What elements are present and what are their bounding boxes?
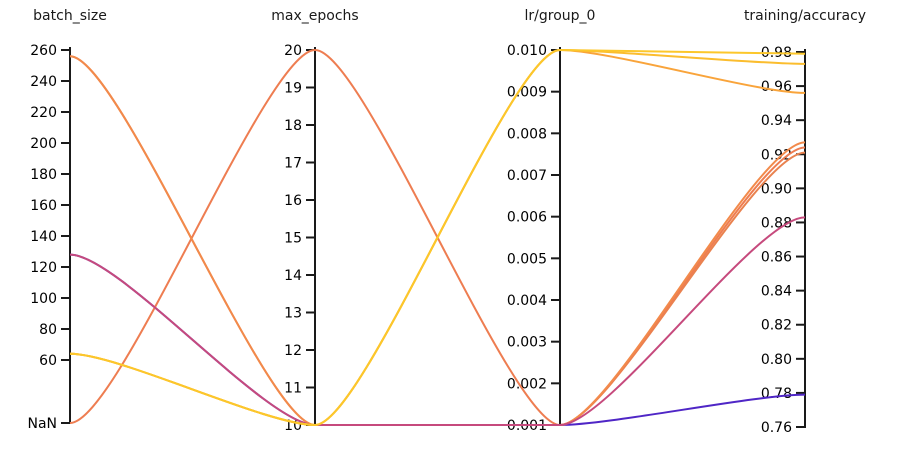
axis-tick-label: 0.008 (507, 126, 547, 142)
axis-tick-label: NaN (27, 416, 57, 432)
axis-tick-label: 0.003 (507, 335, 547, 351)
axis-tick-label: 13 (284, 306, 302, 322)
axis-tick-label: 0.005 (507, 251, 547, 267)
axis-tick-label: 220 (30, 105, 57, 121)
axis-title-lr-group-0[interactable]: lr/group_0 (524, 8, 596, 24)
axis-tick-label: 0.86 (761, 250, 792, 266)
axis-tick-label: 120 (30, 260, 57, 276)
axis-tick-label: 20 (284, 43, 302, 59)
axis-tick-label: 11 (284, 381, 302, 397)
axis-tick-label: 0.96 (761, 79, 792, 95)
axis-tick-label: 18 (284, 118, 302, 134)
axis-tick-label: 140 (30, 229, 57, 245)
axis-tick-label: 16 (284, 193, 302, 209)
axis-tick-label: 100 (30, 291, 57, 307)
axis-tick-label: 260 (30, 43, 57, 59)
axis-tick-label: 0.80 (761, 352, 792, 368)
run-line-run-orange-c[interactable] (69, 55, 806, 426)
axis-tick-label: 14 (284, 268, 302, 284)
axis-title-max-epochs[interactable]: max_epochs (271, 8, 359, 24)
axis-0: 260 240 220 200 180 160 140 120 100 80 60 NaN (27, 43, 71, 432)
run-line-run-purple[interactable] (69, 253, 806, 426)
axis-tick-label: 17 (284, 156, 302, 172)
axis-tick-label: 12 (284, 343, 302, 359)
axis-tick-label: 80 (39, 322, 57, 338)
run-line-run-yellow-a[interactable] (69, 48, 806, 427)
axis-tick-label: 0.92 (761, 147, 792, 163)
axis-3: 0.980.960.940.920.900.880.860.840.820.80… (761, 45, 806, 436)
axis-tick-label: 15 (284, 231, 302, 247)
axis-tick-label: 180 (30, 167, 57, 183)
axis-tick-label: 240 (30, 74, 57, 90)
run-line-run-orange-a[interactable] (69, 55, 806, 426)
axis-tick-label: 160 (30, 198, 57, 214)
run-line-run-orange-b[interactable] (69, 48, 806, 427)
axis-tick-label: 0.88 (761, 215, 792, 231)
axis-tick-label: 60 (39, 353, 57, 369)
axis-tick-label: 0.90 (761, 181, 792, 197)
axis-title-training-accuracy[interactable]: training/accuracy (743, 8, 867, 24)
axes-layer: 260 240 220 200 180 160 140 120 100 80 60 NaN 20 19 18… (27, 43, 806, 436)
axis-2: 0.010 0.009 0.008 0.007 0.006 0.005 0.004 0.003… (507, 43, 561, 434)
axis-tick-label: 200 (30, 136, 57, 152)
axis-tick-label: 0.78 (761, 386, 792, 402)
axis-tick-label: 0.84 (761, 284, 792, 300)
axis-tick-label: 0.76 (761, 420, 792, 436)
axis-tick-label: 0.002 (507, 376, 547, 392)
axis-tick-label: 0.006 (507, 210, 547, 226)
axis-title-batch-size[interactable]: batch_size (33, 8, 107, 24)
axis-tick-label: 0.010 (507, 43, 547, 59)
axis-tick-label: 0.007 (507, 168, 547, 184)
axis-tick-label: 0.009 (507, 85, 547, 101)
axis-tick-label: 0.82 (761, 318, 792, 334)
axis-tick-label: 0.94 (761, 113, 792, 129)
axis-tick-label: 19 (284, 81, 302, 97)
axis-tick-label: 0.004 (507, 293, 547, 309)
run-line-run-magenta[interactable] (69, 216, 806, 426)
runs-layer (69, 48, 806, 427)
